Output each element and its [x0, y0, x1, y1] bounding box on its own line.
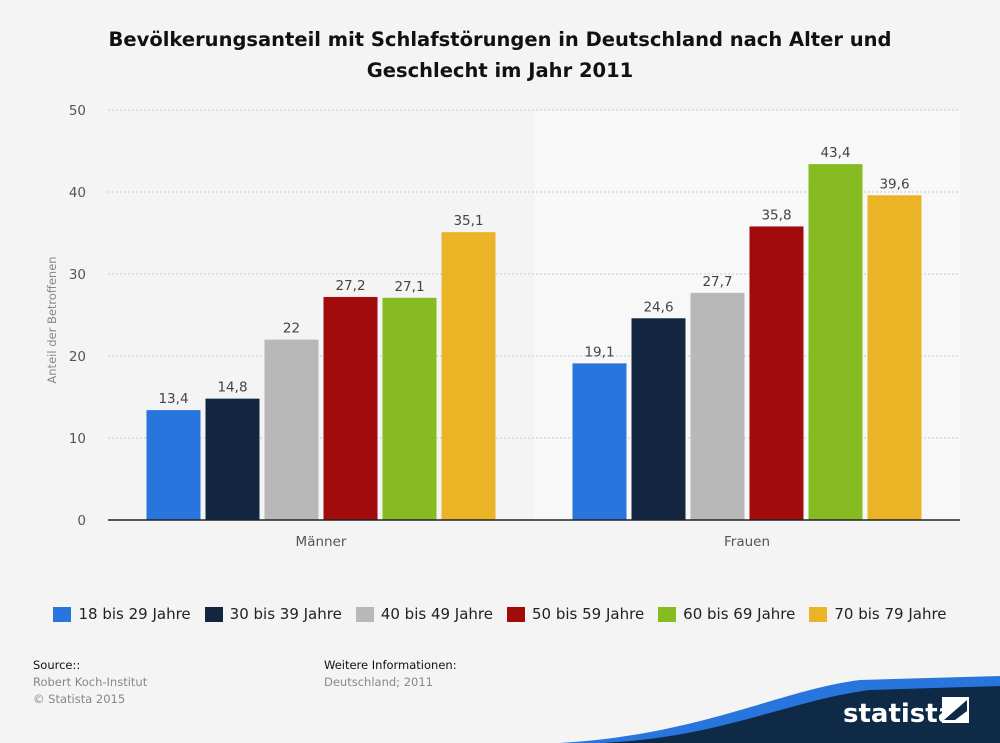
- legend-swatch: [809, 606, 828, 622]
- bar: [146, 410, 201, 520]
- y-tick-label: 30: [69, 267, 86, 283]
- footer-dark-wave: [600, 686, 1000, 743]
- statista-logo-text: statista: [843, 699, 955, 729]
- legend-swatch: [204, 606, 223, 622]
- legend-label: 50 bis 59 Jahre: [532, 605, 645, 623]
- bar: [867, 195, 922, 520]
- legend-item: 50 bis 59 Jahre: [507, 605, 644, 623]
- data-label: 27,1: [394, 279, 424, 295]
- legend-swatch: [507, 606, 525, 622]
- x-category-label: Frauen: [724, 534, 770, 550]
- chart-title-line-2: Geschlecht im Jahr 2011: [366, 59, 634, 82]
- x-category-label: Männer: [296, 534, 347, 550]
- legend-item: 30 bis 39 Jahre: [204, 605, 342, 623]
- bar: [572, 363, 627, 520]
- data-label: 35,8: [761, 207, 791, 223]
- chart-title-line-1: Bevölkerungsanteil mit Schlafstörungen i…: [108, 28, 892, 51]
- legend-label: 70 bis 79 Jahre: [834, 605, 947, 623]
- info-heading: Weitere Informationen:: [324, 658, 457, 672]
- source-block: Source:: Robert Koch-Institut © Statista…: [33, 657, 147, 708]
- y-tick-label: 0: [77, 513, 86, 529]
- chart-legend: 18 bis 29 Jahre 30 bis 39 Jahre 40 bis 49 …: [0, 605, 1000, 623]
- data-label: 24,6: [643, 299, 673, 315]
- data-label: 13,4: [158, 391, 188, 407]
- source-heading: Source::: [33, 658, 81, 672]
- legend-label: 30 bis 39 Jahre: [229, 605, 342, 623]
- source-line-1: Robert Koch-Institut: [33, 675, 148, 689]
- legend-label: 60 bis 69 Jahre: [683, 605, 796, 623]
- bar: [382, 297, 437, 520]
- data-label: 22: [283, 321, 300, 337]
- data-label: 39,6: [879, 176, 909, 192]
- y-tick-label: 20: [69, 349, 86, 365]
- chart-title: Bevölkerungsanteil mit Schlafstörungen i…: [60, 24, 940, 86]
- legend-label: 18 bis 29 Jahre: [78, 605, 191, 623]
- y-tick-label: 10: [69, 431, 86, 447]
- data-label: 14,8: [217, 380, 247, 396]
- legend-label: 40 bis 49 Jahre: [380, 605, 493, 623]
- bar-chart: 0 10 20 30 40 50 Anteil der Betroffenen 13,4 14,…: [45, 103, 960, 550]
- bar: [808, 164, 863, 520]
- legend-swatch: [355, 606, 374, 622]
- data-label: 27,7: [702, 274, 732, 290]
- bar: [631, 318, 686, 520]
- statista-logo-icon: [942, 697, 969, 723]
- bar: [441, 232, 496, 520]
- bar: [323, 296, 378, 520]
- data-label: 43,4: [820, 145, 850, 161]
- bar: [264, 339, 319, 520]
- info-line-1: Deutschland; 2011: [324, 675, 433, 689]
- data-label: 27,2: [335, 278, 365, 294]
- y-axis-label: Anteil der Betroffenen: [45, 256, 59, 383]
- bar: [205, 398, 260, 520]
- data-label: 35,1: [453, 213, 483, 229]
- y-tick-label: 40: [69, 185, 86, 201]
- y-tick-label: 50: [69, 103, 86, 119]
- bar: [749, 226, 804, 520]
- bar: [690, 292, 745, 520]
- legend-item: 70 bis 79 Jahre: [809, 605, 947, 623]
- legend-item: 60 bis 69 Jahre: [658, 605, 795, 623]
- source-line-2: © Statista 2015: [33, 692, 126, 706]
- data-label: 19,1: [584, 344, 614, 360]
- legend-item: 40 bis 49 Jahre: [355, 605, 493, 623]
- legend-swatch: [53, 606, 72, 622]
- info-block: Weitere Informationen: Deutschland; 2011: [324, 657, 457, 691]
- legend-item: 18 bis 29 Jahre: [53, 605, 191, 623]
- legend-swatch: [658, 606, 677, 622]
